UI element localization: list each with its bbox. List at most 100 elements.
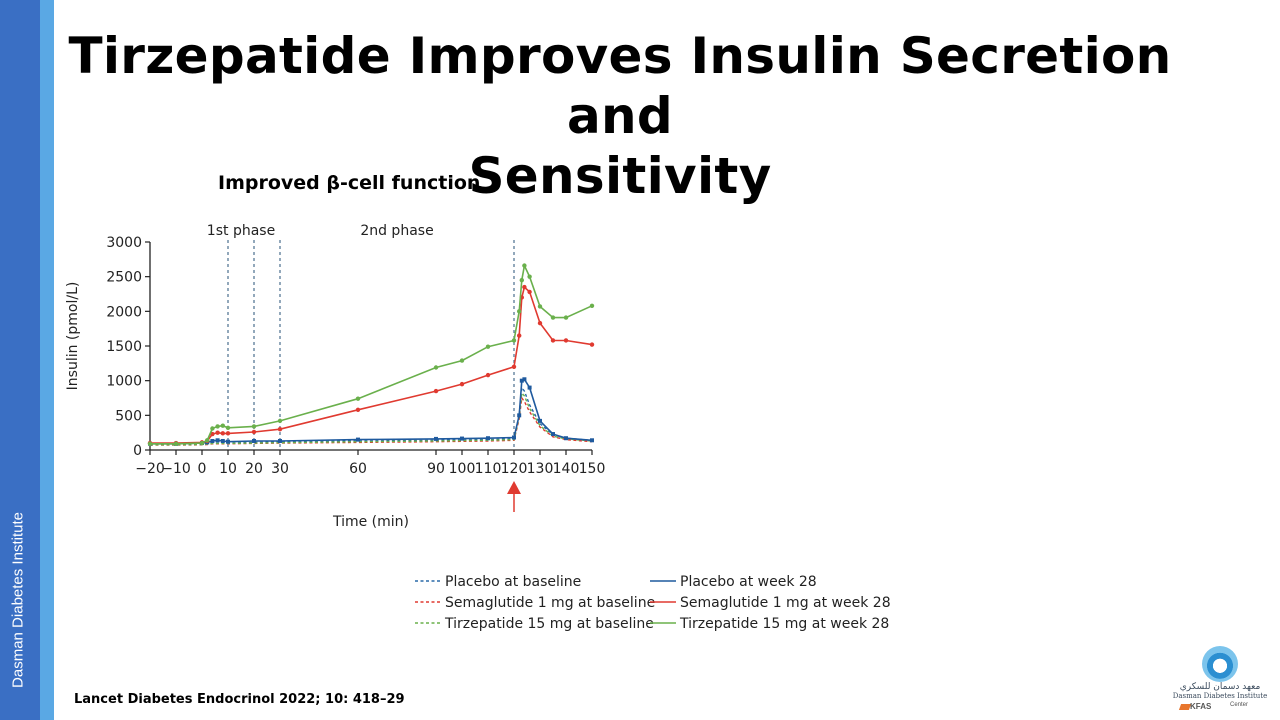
data-point (517, 309, 522, 314)
legend-label: Placebo at week 28 (680, 574, 817, 590)
data-point (522, 263, 527, 268)
y-tick-label: 500 (115, 408, 142, 424)
data-point (225, 425, 231, 431)
data-point (511, 364, 517, 369)
logo-arabic-text: معهد دسمان للسكري (1179, 682, 1261, 692)
y-tick-label: 1500 (106, 339, 142, 355)
x-tick-label: −10 (161, 461, 191, 477)
data-point (485, 372, 491, 378)
data-point (226, 439, 230, 444)
data-point (277, 418, 283, 424)
data-point (563, 315, 569, 320)
data-point (564, 436, 568, 441)
logo-english-text: Dasman Diabetes Institute (1172, 692, 1268, 700)
x-tick-label: 20 (245, 461, 263, 477)
phase-label: 2nd phase (360, 223, 433, 239)
data-point (517, 413, 522, 418)
chart-subtitle: Improved β-cell function (218, 172, 481, 194)
legend-label: Tirzepatide 15 mg at week 28 (679, 616, 889, 632)
x-tick-label: 0 (198, 461, 207, 477)
data-point (173, 441, 179, 446)
x-tick-label: 140 (553, 461, 580, 477)
x-tick-label: 60 (349, 461, 367, 477)
data-point (210, 426, 215, 431)
data-point (551, 432, 555, 437)
data-point (433, 365, 439, 370)
glucose-arrow-head-icon (507, 481, 521, 494)
data-point (199, 440, 205, 446)
data-point (511, 338, 517, 343)
series-line (150, 396, 593, 446)
series-line (150, 391, 593, 446)
data-point (517, 333, 522, 338)
data-point (215, 438, 220, 443)
data-point (527, 274, 532, 279)
x-tick-label: 90 (427, 461, 445, 477)
data-point (215, 424, 220, 429)
data-point (590, 438, 594, 443)
y-tick-label: 1000 (106, 374, 142, 390)
data-point (486, 436, 490, 441)
citation-text: Lancet Diabetes Endocrinol 2022; 10: 418… (74, 692, 405, 707)
slide-title-line-1: Tirzepatide Improves Insulin Secretion a… (68, 27, 1172, 145)
sidebar-dark-band (0, 0, 40, 720)
data-point (538, 418, 542, 423)
data-point (460, 436, 464, 441)
y-tick-label: 0 (133, 443, 142, 459)
data-point (277, 427, 283, 432)
series-line (150, 262, 593, 445)
data-point (220, 438, 225, 443)
data-point (589, 342, 595, 347)
data-point (251, 429, 257, 435)
data-point (527, 385, 532, 390)
x-tick-label: 10 (219, 461, 237, 477)
data-point (210, 438, 215, 443)
data-point (252, 438, 256, 443)
data-point (537, 320, 543, 326)
logo-center-text: Center (1230, 702, 1249, 708)
data-point (527, 289, 532, 295)
data-point (522, 284, 527, 290)
x-tick-label: 130 (527, 461, 554, 477)
legend-label: Tirzepatide 15 mg at baseline (444, 616, 654, 632)
x-tick-label: 120 (501, 461, 528, 477)
data-point (537, 304, 543, 309)
x-tick-label: −20 (135, 461, 165, 477)
y-tick-label: 2000 (106, 304, 142, 320)
series-line (150, 285, 593, 444)
data-point (519, 277, 524, 283)
logo-emblem-icon (1202, 646, 1238, 682)
slide-title-line-2: Sensitivity (468, 147, 772, 205)
data-point (485, 344, 491, 349)
x-tick-label: 30 (271, 461, 289, 477)
logo-kfas-text: KFAS (1190, 702, 1212, 711)
y-tick-label: 3000 (106, 235, 142, 251)
data-point (220, 431, 225, 436)
data-point (355, 407, 361, 412)
x-tick-label: 100 (449, 461, 476, 477)
data-point (220, 423, 225, 428)
data-point (433, 388, 439, 394)
data-point (459, 358, 465, 363)
legend-label: Semaglutide 1 mg at baseline (445, 595, 655, 611)
data-point (512, 435, 516, 440)
series-line (150, 385, 593, 446)
data-point (205, 438, 210, 443)
data-point (147, 441, 153, 446)
x-tick-label: 150 (579, 461, 606, 477)
data-point (225, 431, 231, 436)
legend-label: Placebo at baseline (445, 574, 581, 590)
legend-label: Semaglutide 1 mg at week 28 (680, 595, 891, 611)
data-point (251, 424, 257, 429)
data-point (519, 378, 524, 383)
x-axis-label: Time (min) (332, 514, 409, 530)
data-point (356, 437, 360, 442)
slide-title: Tirzepatide Improves Insulin Secretion a… (60, 26, 1180, 206)
data-point (550, 338, 556, 343)
phase-label: 1st phase (207, 223, 275, 239)
data-point (278, 438, 282, 443)
data-point (434, 436, 438, 441)
y-tick-label: 2500 (106, 270, 142, 286)
data-point (215, 430, 220, 435)
